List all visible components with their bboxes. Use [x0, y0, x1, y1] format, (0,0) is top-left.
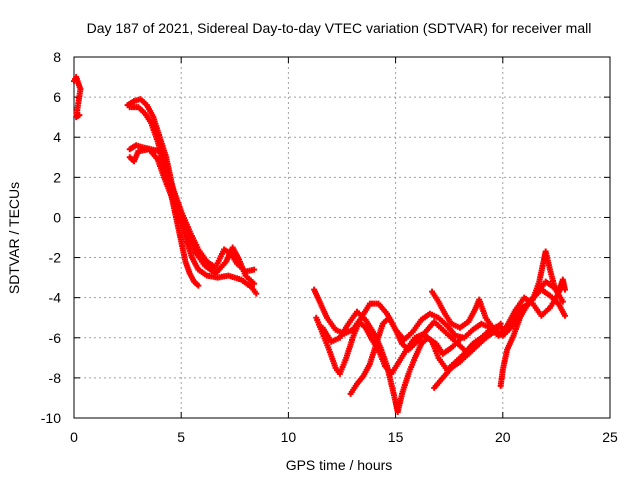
y-tick-label: 6: [53, 89, 61, 105]
data-point-track-c: [195, 282, 202, 289]
y-tick-labels: -10 -8 -6 -4 -2 0 2 4 6 8: [41, 49, 61, 426]
data-point-track-b: [253, 290, 260, 297]
x-tick-labels: 0 5 10 15 20 25: [70, 429, 618, 445]
y-tick-label: -8: [49, 370, 62, 386]
data-point-track-k: [497, 320, 504, 327]
x-tick-label: 5: [177, 429, 185, 445]
data-point-track-e: [251, 280, 258, 287]
x-tick-label: 20: [495, 429, 511, 445]
data-point-track-d: [251, 266, 258, 273]
x-tick-label: 0: [70, 429, 78, 445]
data-points: [71, 74, 568, 415]
y-tick-label: 2: [53, 169, 61, 185]
data-point-track-j: [559, 298, 566, 305]
y-tick-label: -2: [49, 250, 62, 266]
tick-marks: [73, 56, 611, 419]
x-tick-label: 25: [602, 429, 618, 445]
chart-title: Day 187 of 2021, Sidereal Day-to-day VTE…: [87, 20, 592, 36]
y-tick-label: 8: [53, 49, 61, 65]
y-tick-label: -6: [49, 330, 62, 346]
data-point-track-k: [561, 286, 568, 293]
data-point-track-g: [561, 312, 568, 319]
data-point-track-h: [456, 336, 463, 343]
data-point-track-a: [76, 112, 83, 119]
y-tick-label: -10: [41, 410, 61, 426]
x-tick-label: 10: [281, 429, 297, 445]
y-tick-label: 0: [53, 209, 61, 225]
x-axis-label: GPS time / hours: [286, 457, 393, 473]
plot-frame: [73, 56, 611, 419]
y-tick-label: -4: [49, 290, 62, 306]
x-tick-label: 15: [388, 429, 404, 445]
y-tick-label: 4: [53, 129, 61, 145]
grid: [74, 57, 610, 418]
y-axis-label: SDTVAR / TECUs: [6, 182, 22, 294]
